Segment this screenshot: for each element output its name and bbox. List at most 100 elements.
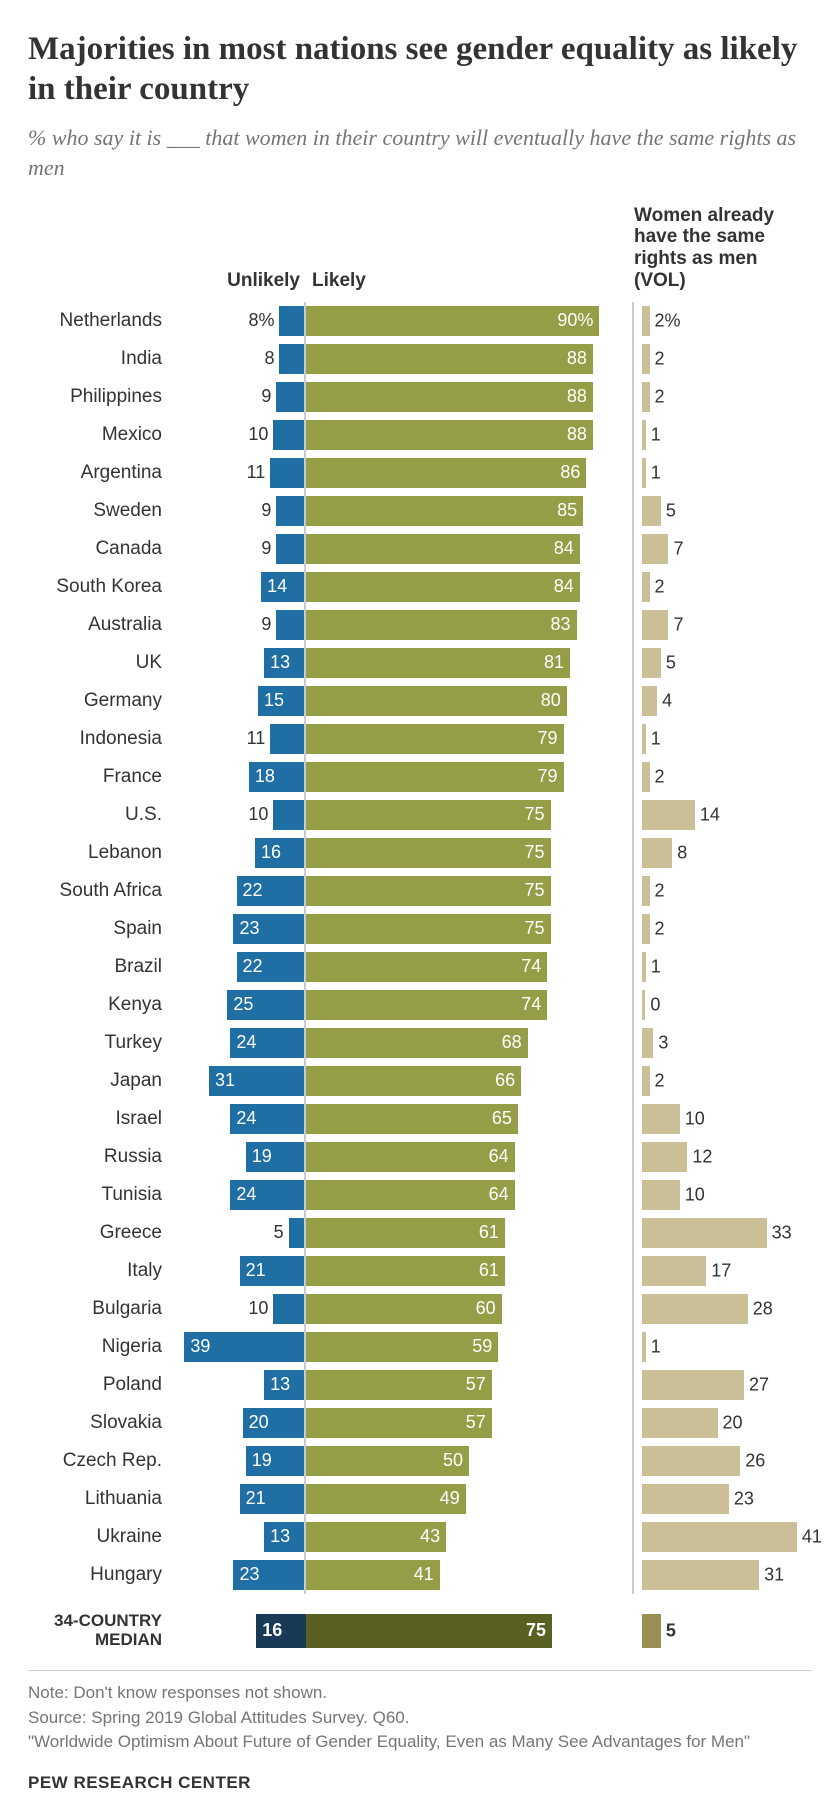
val-already: 2 xyxy=(650,576,665,597)
bar-already: 8 xyxy=(642,838,672,868)
val-already: 8 xyxy=(672,842,687,863)
median-bar-unlikely: 16 xyxy=(256,1614,306,1648)
footnote-report: "Worldwide Optimism About Future of Gend… xyxy=(28,1730,812,1755)
val-already: 5 xyxy=(661,500,676,521)
country-label: Bulgaria xyxy=(28,1298,166,1320)
bar-unlikely: 10 xyxy=(273,420,304,450)
table-row: U.S.107514 xyxy=(28,796,812,834)
table-row: Italy216117 xyxy=(28,1252,812,1290)
bar-unlikely: 31 xyxy=(209,1066,304,1096)
bar-likely: 50 xyxy=(306,1446,469,1476)
bar-already: 31 xyxy=(642,1560,759,1590)
val-likely: 41 xyxy=(414,1564,440,1585)
table-row: Czech Rep.195026 xyxy=(28,1442,812,1480)
bar-likely: 49 xyxy=(306,1484,466,1514)
median-bar-likely: 75 xyxy=(306,1614,552,1648)
bar-likely: 61 xyxy=(306,1218,505,1248)
bar-unlikely: 14 xyxy=(261,572,304,602)
val-already: 0 xyxy=(645,994,660,1015)
country-label: South Korea xyxy=(28,576,166,598)
val-unlikely: 10 xyxy=(248,424,273,445)
table-row: Nigeria39591 xyxy=(28,1328,812,1366)
val-unlikely: 24 xyxy=(230,1184,256,1205)
val-unlikely: 9 xyxy=(261,538,276,559)
val-likely: 57 xyxy=(466,1412,492,1433)
bar-likely: 85 xyxy=(306,496,583,526)
table-row: Germany15804 xyxy=(28,682,812,720)
bar-unlikely: 5 xyxy=(289,1218,304,1248)
val-unlikely: 21 xyxy=(240,1260,266,1281)
country-label: Lithuania xyxy=(28,1488,166,1510)
val-already: 14 xyxy=(695,804,720,825)
val-likely: 80 xyxy=(541,690,567,711)
country-label: South Africa xyxy=(28,880,166,902)
bar-likely: 84 xyxy=(306,572,580,602)
bar-already: 41 xyxy=(642,1522,797,1552)
footnote-source: Source: Spring 2019 Global Attitudes Sur… xyxy=(28,1706,812,1731)
median-label: 34-COUNTRYMEDIAN xyxy=(28,1612,166,1649)
chart: Unlikely Likely Women already have the s… xyxy=(28,205,812,1654)
val-likely: 43 xyxy=(420,1526,446,1547)
bar-unlikely: 9 xyxy=(276,534,304,564)
bar-already: 2 xyxy=(642,762,650,792)
table-row: Sweden9855 xyxy=(28,492,812,530)
val-likely: 65 xyxy=(492,1108,518,1129)
val-already: 1 xyxy=(646,728,661,749)
bar-unlikely: 21 xyxy=(240,1484,304,1514)
val-likely: 84 xyxy=(554,538,580,559)
val-already: 10 xyxy=(680,1108,705,1129)
bar-already: 10 xyxy=(642,1180,680,1210)
country-label: India xyxy=(28,348,166,370)
bar-likely: 88 xyxy=(306,420,593,450)
val-already: 4 xyxy=(657,690,672,711)
country-label: Japan xyxy=(28,1070,166,1092)
bar-likely: 68 xyxy=(306,1028,528,1058)
val-likely: 88 xyxy=(567,348,593,369)
bar-unlikely: 11 xyxy=(270,724,304,754)
table-row: Russia196412 xyxy=(28,1138,812,1176)
country-label: Turkey xyxy=(28,1032,166,1054)
bar-already: 2 xyxy=(642,344,650,374)
table-row: Argentina11861 xyxy=(28,454,812,492)
val-unlikely: 8% xyxy=(248,310,279,331)
bar-already: 4 xyxy=(642,686,657,716)
val-unlikely: 13 xyxy=(264,1374,290,1395)
val-likely: 74 xyxy=(521,994,547,1015)
val-already: 2 xyxy=(650,386,665,407)
val-already: 10 xyxy=(680,1184,705,1205)
table-row: Turkey24683 xyxy=(28,1024,812,1062)
bar-already: 1 xyxy=(642,952,646,982)
bar-already: 27 xyxy=(642,1370,744,1400)
country-label: Netherlands xyxy=(28,310,166,332)
val-likely: 75 xyxy=(524,804,550,825)
val-likely: 64 xyxy=(489,1146,515,1167)
bar-likely: 79 xyxy=(306,762,564,792)
country-label: Spain xyxy=(28,918,166,940)
country-label: Poland xyxy=(28,1374,166,1396)
val-likely: 75 xyxy=(524,842,550,863)
bar-already: 10 xyxy=(642,1104,680,1134)
val-unlikely: 14 xyxy=(261,576,287,597)
bar-already: 2 xyxy=(642,914,650,944)
val-unlikely: 19 xyxy=(246,1146,272,1167)
val-unlikely: 15 xyxy=(258,690,284,711)
bar-likely: 75 xyxy=(306,876,551,906)
val-already: 23 xyxy=(729,1488,754,1509)
val-unlikely: 22 xyxy=(237,880,263,901)
bar-already: 2% xyxy=(642,306,650,336)
val-likely: 66 xyxy=(495,1070,521,1091)
table-row: Indonesia11791 xyxy=(28,720,812,758)
bar-likely: 74 xyxy=(306,952,547,982)
bar-unlikely: 13 xyxy=(264,1522,304,1552)
val-already: 33 xyxy=(767,1222,792,1243)
country-label: Mexico xyxy=(28,424,166,446)
bar-unlikely: 10 xyxy=(273,1294,304,1324)
bar-already: 1 xyxy=(642,724,646,754)
median-bar-already: 5 xyxy=(642,1614,661,1648)
bar-likely: 66 xyxy=(306,1066,521,1096)
bar-unlikely: 24 xyxy=(230,1028,304,1058)
bar-already: 12 xyxy=(642,1142,687,1172)
val-likely: 64 xyxy=(489,1184,515,1205)
bar-already: 26 xyxy=(642,1446,740,1476)
val-unlikely: 25 xyxy=(227,994,253,1015)
